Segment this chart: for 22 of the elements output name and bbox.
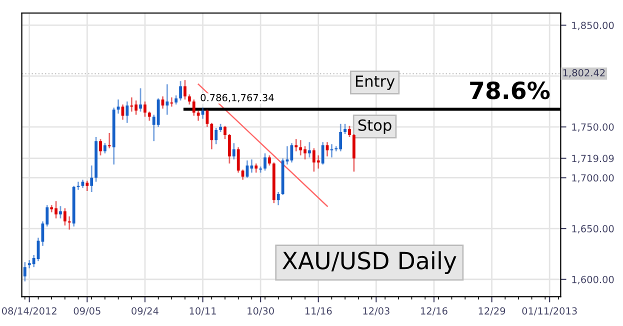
x-tick-label: 12/03	[363, 307, 390, 316]
y-tick-label: 1,850.00	[572, 22, 614, 30]
x-tick-label: 09/24	[132, 307, 158, 316]
annotation: Stop	[358, 119, 392, 134]
x-tick-label: 01/11/2013	[522, 307, 577, 316]
y-tick-label: 1,650.00	[572, 225, 614, 234]
annotation: 78.6%	[470, 81, 550, 100]
ref-line-label: 1,802.42	[563, 69, 605, 78]
ref-line-label: 0.786,1,767.34	[200, 94, 274, 102]
y-tick-label: 1,700.00	[572, 174, 614, 183]
x-tick-label: 11/16	[305, 307, 332, 316]
x-tick-label: 10/11	[190, 307, 216, 316]
x-tick-label: 12/29	[478, 307, 506, 316]
y-tick-label: 1,719.09	[572, 154, 614, 164]
annotation: XAU/USD Daily	[282, 251, 456, 274]
annotation: Entry	[356, 76, 395, 90]
x-tick-label: 08/14/2012	[2, 307, 56, 316]
x-tick-label: 09/05	[74, 307, 100, 316]
y-tick-label: 1,750.00	[572, 123, 614, 132]
x-tick-label: 12/16	[421, 307, 448, 316]
x-tick-label: 10/30	[248, 307, 274, 316]
y-tick-label: 1,600.00	[572, 276, 614, 284]
